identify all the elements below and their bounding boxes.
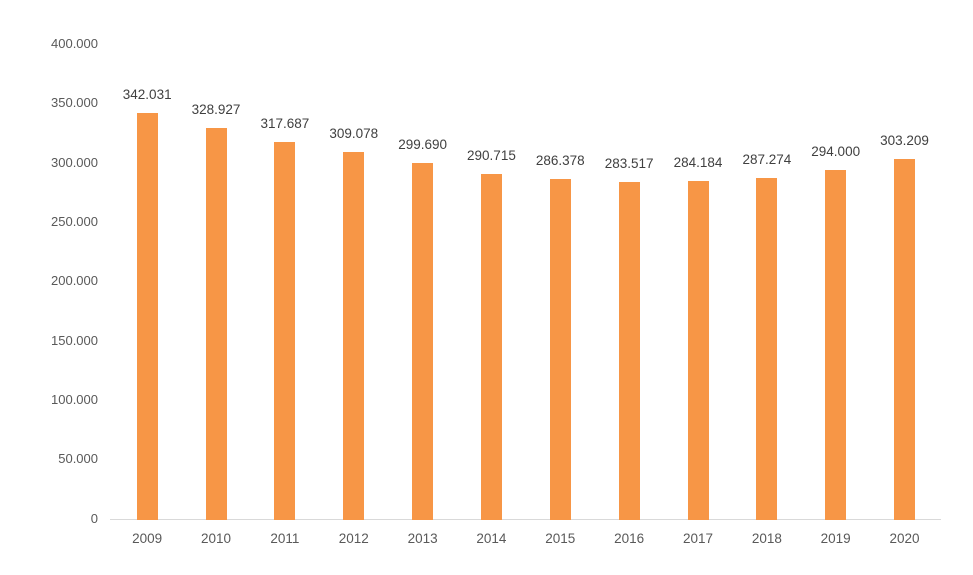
bar-value-label: 286.378: [535, 152, 585, 168]
x-axis-category-label: 2017: [682, 531, 714, 546]
bar-value-label: 299.690: [398, 136, 447, 152]
y-axis-tick-label: 300.000: [51, 154, 98, 170]
x-axis-category-label: 2018: [751, 531, 782, 546]
x-axis-category-label: 2016: [614, 531, 645, 546]
bar: [825, 169, 847, 520]
x-axis-category-label: 2019: [820, 531, 851, 546]
x-axis-category-label: 2020: [889, 531, 920, 546]
bar-value-label: 287.274: [742, 151, 792, 167]
y-axis-tick-label: 100.000: [51, 391, 98, 407]
bar: [205, 128, 227, 520]
bar-value-label: 294.000: [811, 143, 861, 159]
y-axis-tick-label: 350.000: [51, 95, 98, 111]
bar: [894, 158, 916, 520]
y-axis-tick-label: 50.000: [58, 451, 98, 467]
y-axis-tick-label: 150.000: [51, 332, 98, 348]
bar: [343, 151, 365, 520]
x-axis-category-label: 2014: [476, 531, 507, 546]
x-axis-line: [110, 518, 941, 520]
bar: [756, 177, 778, 520]
bar-value-label: 317.687: [260, 115, 310, 131]
y-axis-tick-label: 400.000: [51, 36, 98, 51]
bar-value-label: 342.031: [122, 86, 172, 102]
x-axis-category-label: 2012: [338, 531, 369, 546]
bar: [687, 181, 709, 520]
bar-value-label: 309.078: [329, 125, 379, 141]
y-axis-tick-label: 200.000: [51, 273, 98, 289]
x-axis-category-label: 2011: [270, 531, 300, 546]
y-axis-tick-label: 250.000: [51, 213, 98, 229]
y-axis-tick-label: 0: [90, 510, 98, 526]
bar: [480, 173, 502, 520]
bar-value-label: 328.927: [191, 102, 241, 118]
bar-value-label: 290.715: [467, 147, 516, 163]
bar-value-label: 283.517: [604, 156, 654, 172]
x-axis-category-label: 2013: [407, 531, 438, 546]
bar-value-label: 303.209: [880, 132, 929, 148]
bar: [618, 182, 640, 520]
x-axis-category-label: 2010: [201, 531, 232, 546]
bar-value-label: 284.184: [673, 155, 723, 171]
x-axis-category-label: 2009: [132, 531, 163, 546]
bar: [136, 112, 158, 520]
bar: [274, 141, 296, 520]
bar: [412, 162, 434, 520]
bar: [549, 178, 571, 520]
x-axis-category-label: 2015: [545, 531, 576, 546]
